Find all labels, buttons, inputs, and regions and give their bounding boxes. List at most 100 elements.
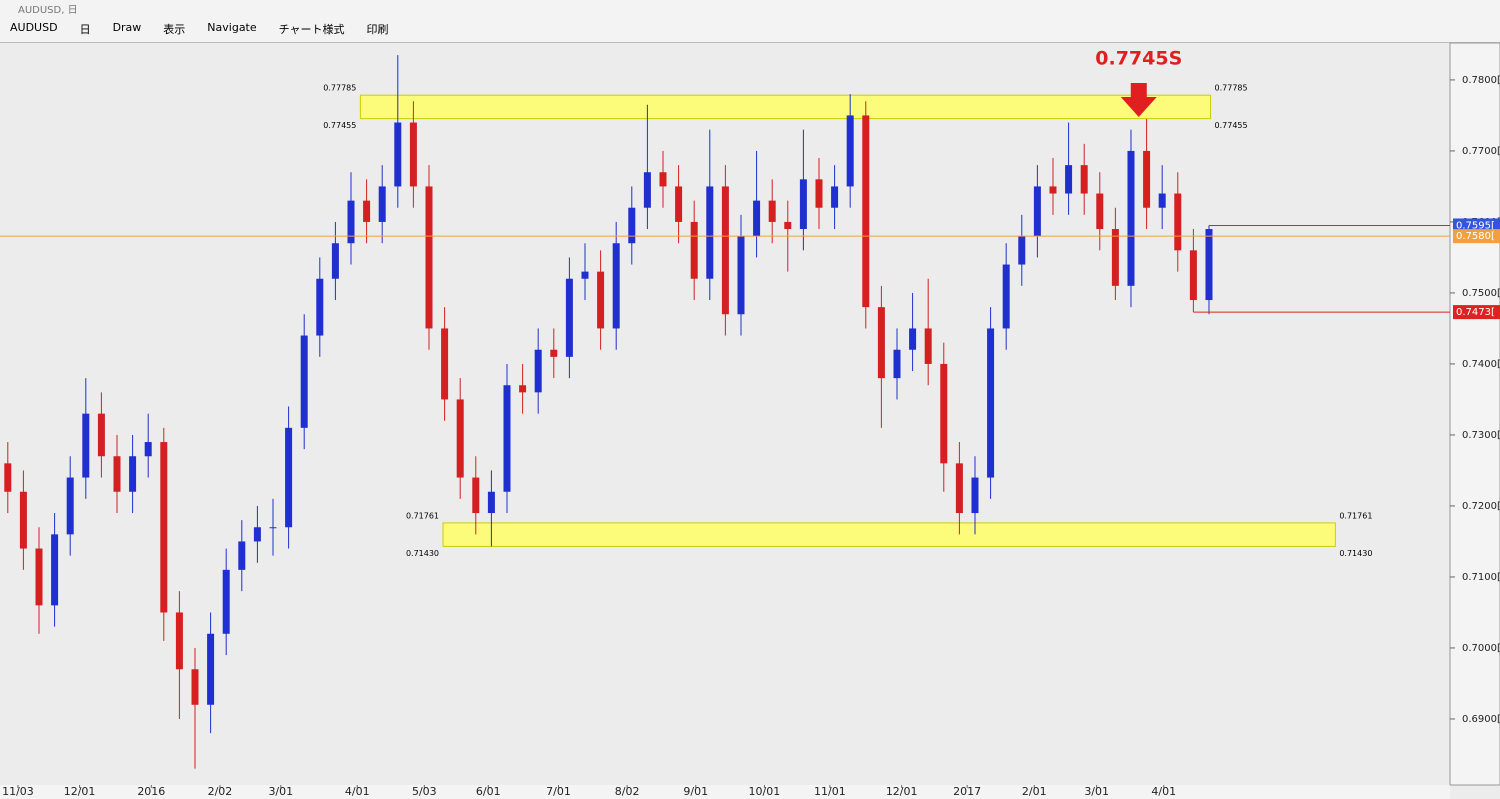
zone-label: 0.71761 (1339, 511, 1372, 520)
x-tick-label: 5/03 (412, 785, 437, 798)
x-tick-label: 3/01 (1084, 785, 1109, 798)
candle-body (66, 477, 74, 535)
candle-body (1189, 250, 1197, 301)
x-tick-label: 9/01 (683, 785, 708, 798)
x-tick-label: 6/01 (476, 785, 501, 798)
candle-body (441, 328, 449, 400)
candle-body (519, 385, 527, 393)
candle-body (347, 200, 355, 244)
zone-label: 0.71430 (1339, 549, 1372, 558)
x-axis-area (0, 785, 1450, 799)
x-tick-label: 4/01 (1151, 785, 1176, 798)
candle-body (784, 221, 792, 230)
zone-label: 0.77785 (323, 84, 356, 93)
y-tick-label: 0.6900[0 (1462, 714, 1500, 725)
candle-body (612, 243, 620, 329)
price-tag (1453, 218, 1500, 233)
zone-label: 0.71761 (406, 511, 439, 520)
candle-body (987, 328, 995, 478)
candle-body (940, 363, 948, 464)
x-tick-label: 4/01 (345, 785, 370, 798)
toolbar-button[interactable]: Draw (112, 21, 142, 34)
window-title: AUDUSD, 日 (18, 5, 78, 16)
candle-body (597, 271, 605, 329)
y-tick-label: 0.7500[0 (1462, 288, 1500, 299)
candle-body (1127, 150, 1135, 286)
candle-body (924, 328, 932, 364)
y-tick-label: 0.7000[0 (1462, 643, 1500, 654)
candle-body (1033, 186, 1041, 237)
candle-body (1096, 193, 1104, 230)
candle-body (222, 569, 230, 634)
candle-body (472, 477, 480, 514)
candle-body (675, 186, 683, 222)
candle-body (1049, 186, 1057, 194)
candle-body (113, 456, 121, 492)
candle-body (331, 243, 339, 279)
candle-body (1205, 229, 1213, 301)
candle-body (737, 236, 745, 315)
candle-body (550, 349, 558, 357)
toolbar: AUDUSD 日 Draw 表示 Navigate チャート様式 印刷 (6, 20, 393, 38)
x-tick-label: 3/01 (268, 785, 293, 798)
toolbar-button[interactable]: 日 (79, 23, 91, 36)
candle-body (893, 349, 901, 379)
candle-body (129, 456, 137, 492)
candle-body (1018, 236, 1026, 265)
zone-label: 0.77455 (323, 121, 356, 130)
toolbar-button[interactable]: AUDUSD (10, 21, 58, 34)
x-tick-label: 2017 (953, 785, 981, 798)
candle-body (1158, 193, 1166, 208)
y-tick-label: 0.7300[0 (1462, 430, 1500, 441)
zone (442, 522, 1336, 547)
candle-body (753, 200, 761, 237)
x-tick-label: 2/02 (208, 785, 233, 798)
candle-body (175, 612, 183, 670)
candle-body (565, 278, 573, 357)
candle-body (643, 172, 651, 208)
candle-body (456, 399, 464, 478)
candle-body (19, 491, 27, 549)
x-tick-label: 11/03 (2, 785, 34, 798)
candle-body (1065, 165, 1073, 194)
candle-body (846, 115, 854, 187)
candle-body (144, 442, 152, 457)
x-tick-label: 2/01 (1022, 785, 1047, 798)
candle-body (706, 186, 714, 279)
price-tag-label: 0.7473[ (1456, 307, 1495, 318)
candle-body (191, 669, 199, 705)
price-tag-label: 0.7595[ (1456, 220, 1495, 231)
x-tick-label: 2016 (137, 785, 165, 798)
candle-body (955, 463, 963, 514)
candle-body (82, 413, 90, 478)
x-tick-label: 12/01 (886, 785, 918, 798)
toolbar-button[interactable]: 表示 (163, 23, 186, 36)
candle-body (909, 328, 917, 350)
candle-body (285, 427, 293, 528)
candle-body (425, 186, 433, 329)
candle-body (207, 633, 215, 705)
toolbar-button[interactable]: チャート様式 (278, 23, 345, 36)
candle-body (721, 186, 729, 315)
x-tick-label: 10/01 (749, 785, 781, 798)
candle-body (363, 200, 371, 222)
candle-body (160, 442, 168, 613)
candle-body (659, 172, 667, 187)
candle-body (971, 477, 979, 514)
zone-label: 0.71430 (406, 549, 439, 558)
candle-body (581, 271, 589, 279)
candle-body (378, 186, 386, 222)
candle-body (831, 186, 839, 208)
x-tick-label: 11/01 (814, 785, 846, 798)
price-tag (1453, 305, 1500, 320)
candle-body (1080, 165, 1088, 194)
y-tick-label: 0.7400[0 (1462, 359, 1500, 370)
y-tick-label: 0.7800[0 (1462, 75, 1500, 86)
candle-body (35, 548, 43, 606)
annotation-text: 0.7745S (1095, 47, 1182, 69)
toolbar-button[interactable]: Navigate (207, 21, 257, 34)
toolbar-button[interactable]: 印刷 (366, 23, 389, 36)
candle-body (877, 307, 885, 379)
axis-area (1449, 42, 1500, 786)
